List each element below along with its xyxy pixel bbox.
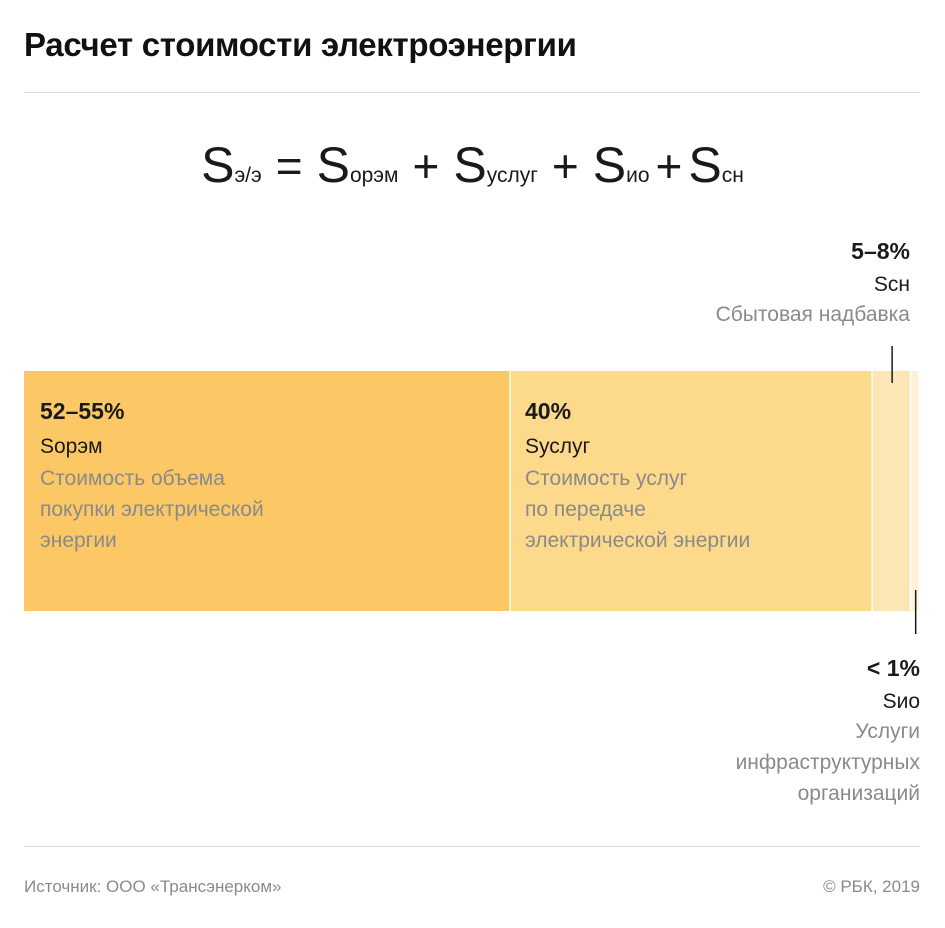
formula-term-orem: Sорэм (316, 137, 399, 193)
formula-equals: = (275, 140, 303, 192)
formula-plus: + (551, 140, 579, 192)
segment-sn-callout: 5–8% Sсн Сбытовая надбавка (716, 238, 910, 330)
segment-sn-bar (872, 371, 910, 611)
segment-orem-labels: 52–55% Sорэм Стоимость объема покупки эл… (40, 398, 264, 556)
segment-io-bar (911, 371, 919, 611)
segment-orem-symbol: Sорэм (40, 435, 103, 458)
copyright-note: © РБК, 2019 (823, 877, 920, 896)
bottom-divider (24, 846, 920, 847)
segment-uslug-percent: 40% (525, 398, 572, 424)
segment-io-description: Услуги инфраструктурных организаций (735, 720, 920, 805)
formula-term-uslug: Sуслуг (453, 137, 538, 193)
segment-uslug-description: Стоимость услуг по передаче электрическо… (525, 467, 751, 552)
formula-term-total: Sэ/э (201, 137, 262, 193)
segment-io-symbol: Sио (882, 690, 920, 713)
segment-sn-description: Сбытовая надбавка (715, 303, 910, 326)
formula-plus: + (412, 140, 440, 192)
segment-io-callout: < 1% Sио Услуги инфраструктурных организ… (736, 655, 920, 809)
segment-sn-percent: 5–8% (851, 238, 910, 264)
segment-uslug-bar (510, 371, 872, 611)
segment-uslug-labels: 40% Sуслуг Стоимость услуг по передаче э… (525, 398, 750, 556)
segment-orem-percent: 52–55% (40, 398, 125, 424)
source-note: Источник: ООО «Трансэнерком» (24, 877, 282, 896)
top-divider (24, 92, 920, 93)
segment-io-percent: < 1% (866, 655, 920, 681)
formula: Sэ/э = Sорэм + Sуслуг + Sио + Sсн (0, 136, 945, 194)
segment-sn-symbol: Sсн (873, 273, 910, 296)
segment-uslug-symbol: Sуслуг (525, 435, 591, 458)
segment-orem-description: Стоимость объема покупки электрической э… (40, 467, 264, 552)
formula-plus: + (655, 140, 683, 192)
chart-title: Расчет стоимости электроэнергии (24, 26, 577, 63)
formula-term-sn: Sсн (688, 137, 744, 193)
formula-term-io: Sио (592, 137, 650, 193)
segment-orem-bar (24, 371, 510, 611)
